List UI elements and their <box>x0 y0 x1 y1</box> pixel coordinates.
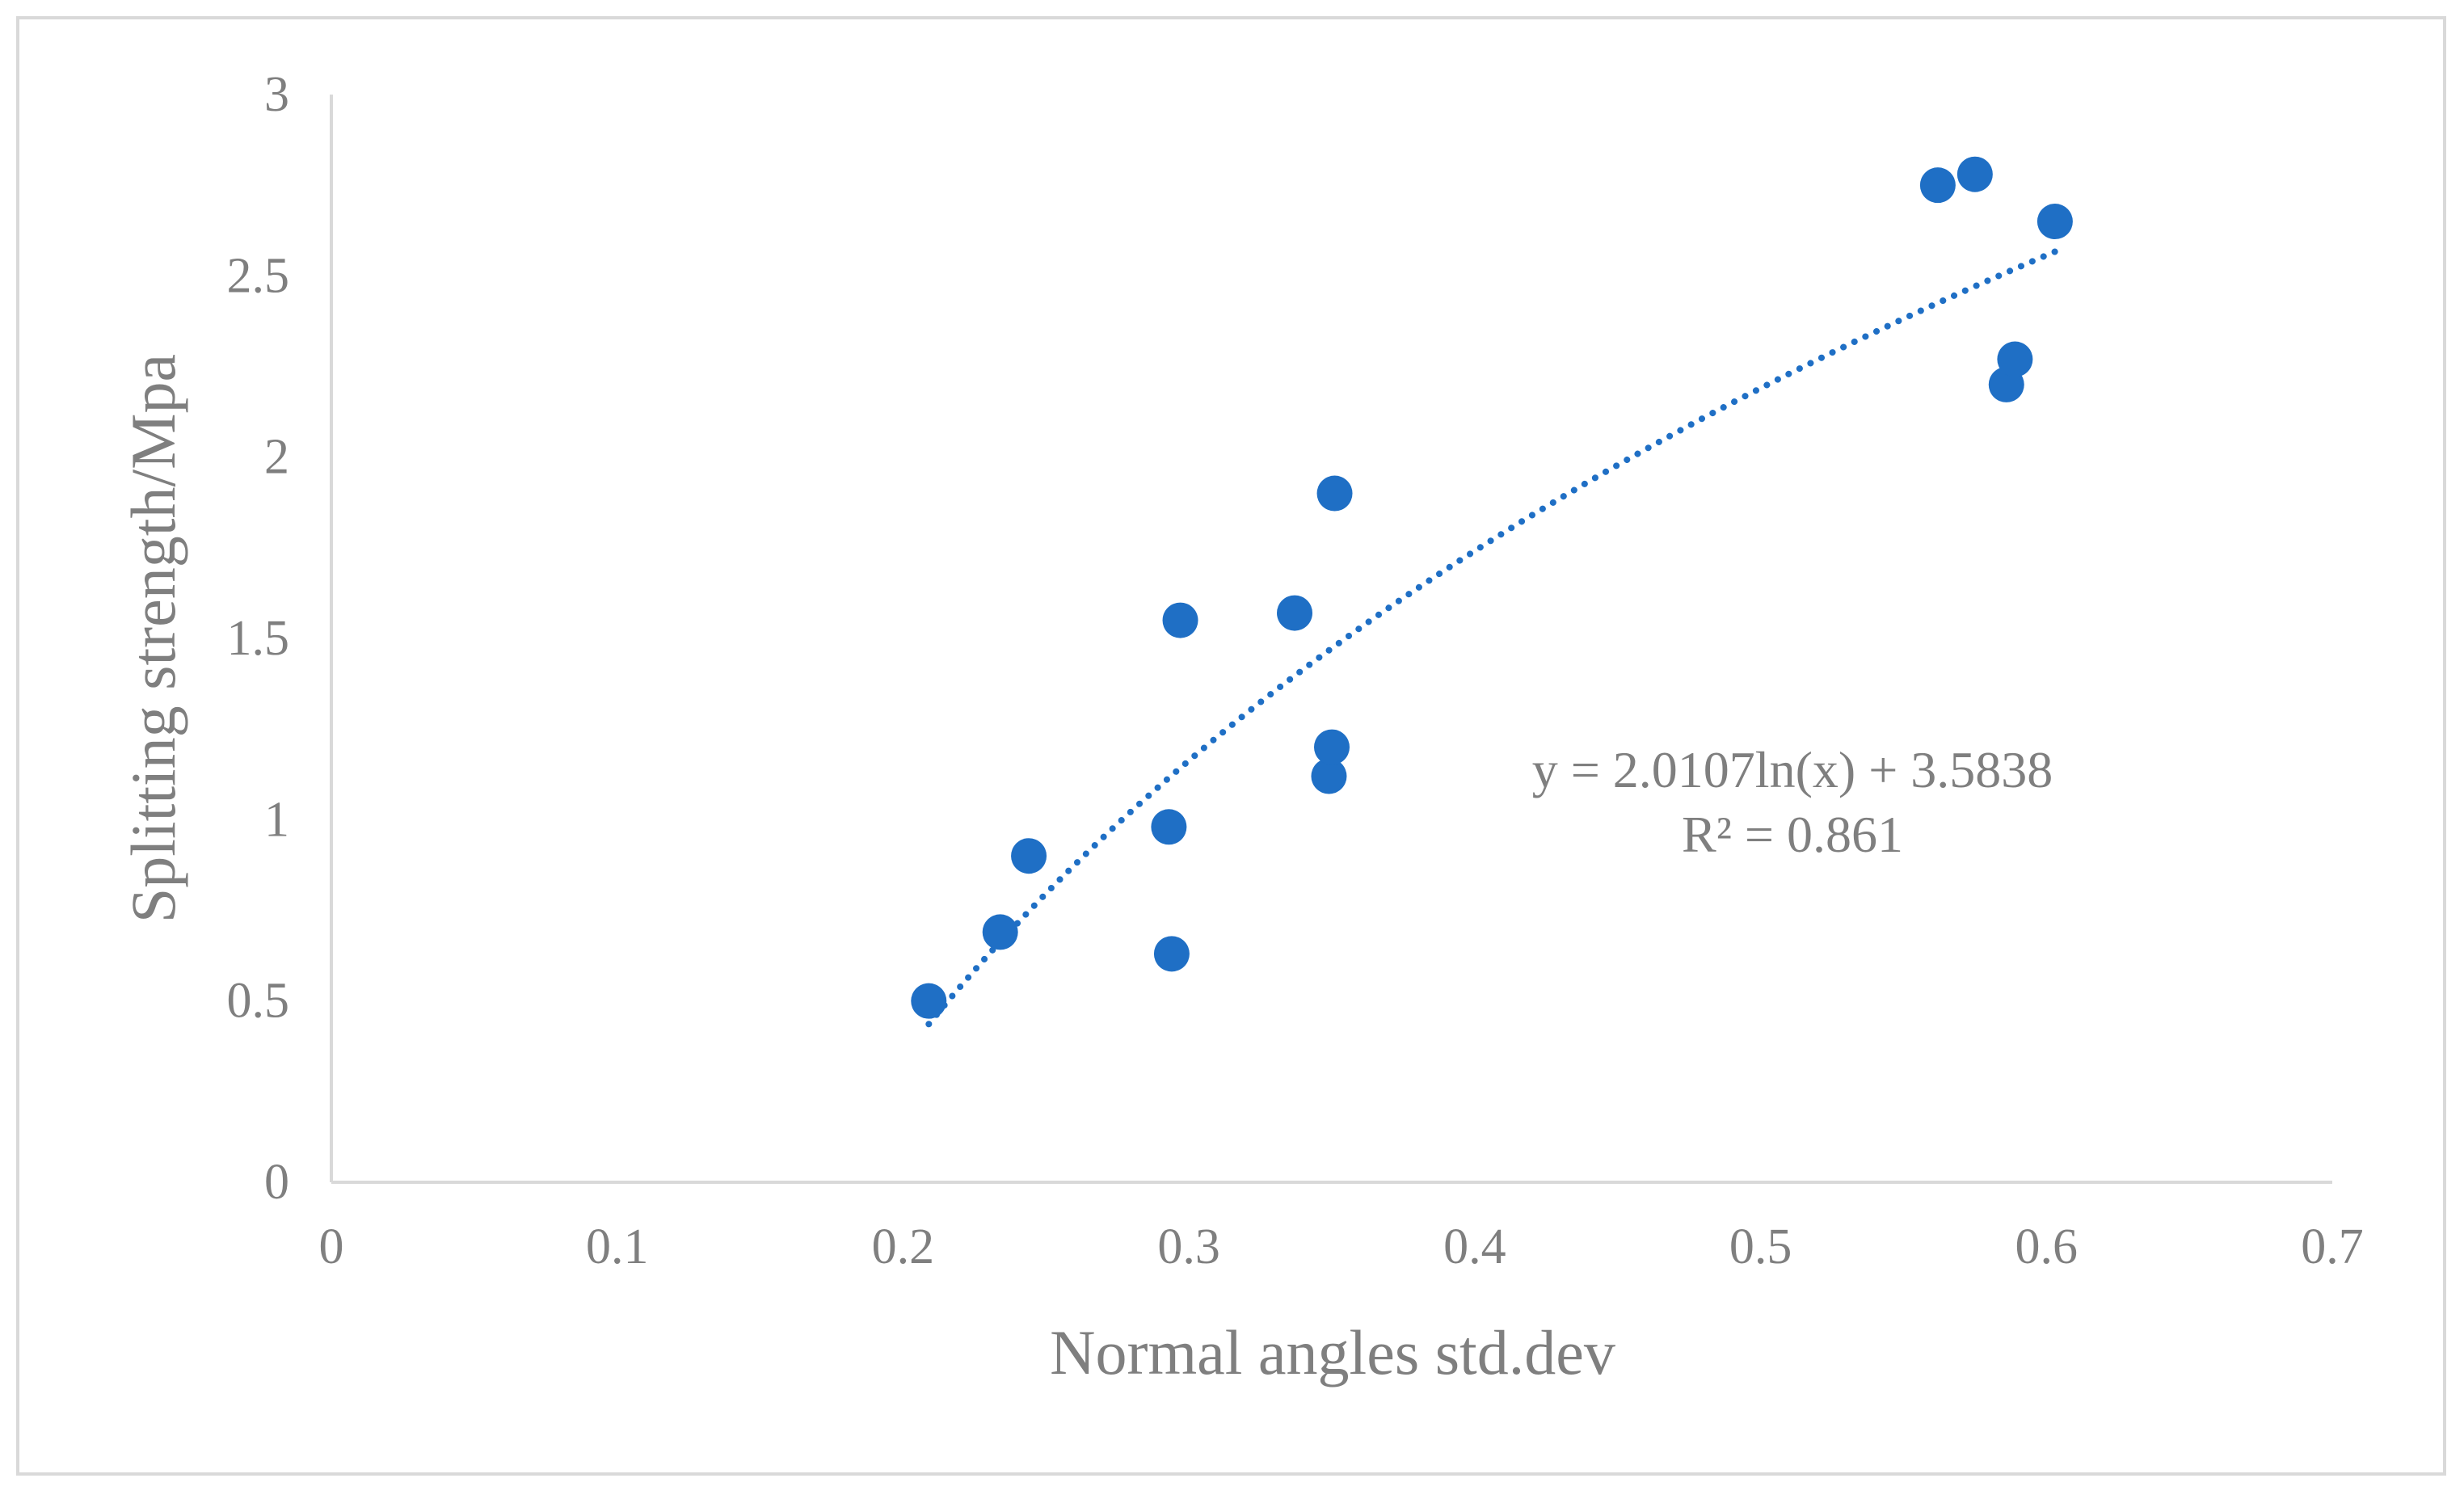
x-tick-label: 0.6 <box>2015 1219 2079 1274</box>
data-point <box>1956 156 1993 192</box>
data-point <box>982 914 1018 950</box>
x-tick-label: 0 <box>319 1219 344 1274</box>
data-point <box>1314 729 1350 765</box>
data-point <box>1277 595 1313 631</box>
trendline-path <box>925 248 2058 1028</box>
y-tick-label: 2.5 <box>227 248 290 303</box>
trendline <box>925 248 2058 1028</box>
y-axis-title: Splitting strength/Mpa <box>118 354 188 923</box>
chart-frame <box>16 16 2446 1476</box>
data-point <box>1151 809 1187 845</box>
data-point <box>1162 602 1198 638</box>
x-tick-label: 0.2 <box>872 1219 935 1274</box>
data-point <box>1311 758 1347 794</box>
data-points <box>911 156 2073 1019</box>
x-tick-label: 0.3 <box>1157 1219 1220 1274</box>
y-tick-label: 2 <box>264 430 289 485</box>
data-point <box>1997 341 2033 377</box>
data-point <box>1153 936 1190 972</box>
trendline-r-squared: R² = 0.861 <box>1682 806 1903 863</box>
y-tick-labels: 0 0.5 1 1.5 2 2.5 3 <box>227 67 290 1210</box>
x-tick-label: 0.1 <box>586 1219 649 1274</box>
x-tick-labels: 0 0.1 0.2 0.3 0.4 0.5 0.6 0.7 <box>319 1219 2364 1274</box>
data-point <box>2036 204 2073 240</box>
axes <box>330 95 2332 1184</box>
x-tick-label: 0.4 <box>1443 1219 1506 1274</box>
data-point <box>1011 838 1047 874</box>
y-tick-label: 1.5 <box>227 611 290 666</box>
trendline-equation: y = 2.0107ln(x) + 3.5838 <box>1532 741 2053 798</box>
data-point <box>1316 475 1353 512</box>
y-tick-label: 1 <box>264 792 289 847</box>
x-tick-label: 0.7 <box>2301 1219 2364 1274</box>
x-tick-label: 0.5 <box>1729 1219 1792 1274</box>
data-point <box>1919 167 1956 204</box>
data-point <box>911 983 947 1019</box>
x-axis-title: Normal angles std.dev <box>1050 1317 1615 1388</box>
y-tick-label: 0 <box>264 1155 289 1210</box>
y-tick-label: 0.5 <box>227 974 290 1029</box>
y-tick-label: 3 <box>264 67 289 122</box>
